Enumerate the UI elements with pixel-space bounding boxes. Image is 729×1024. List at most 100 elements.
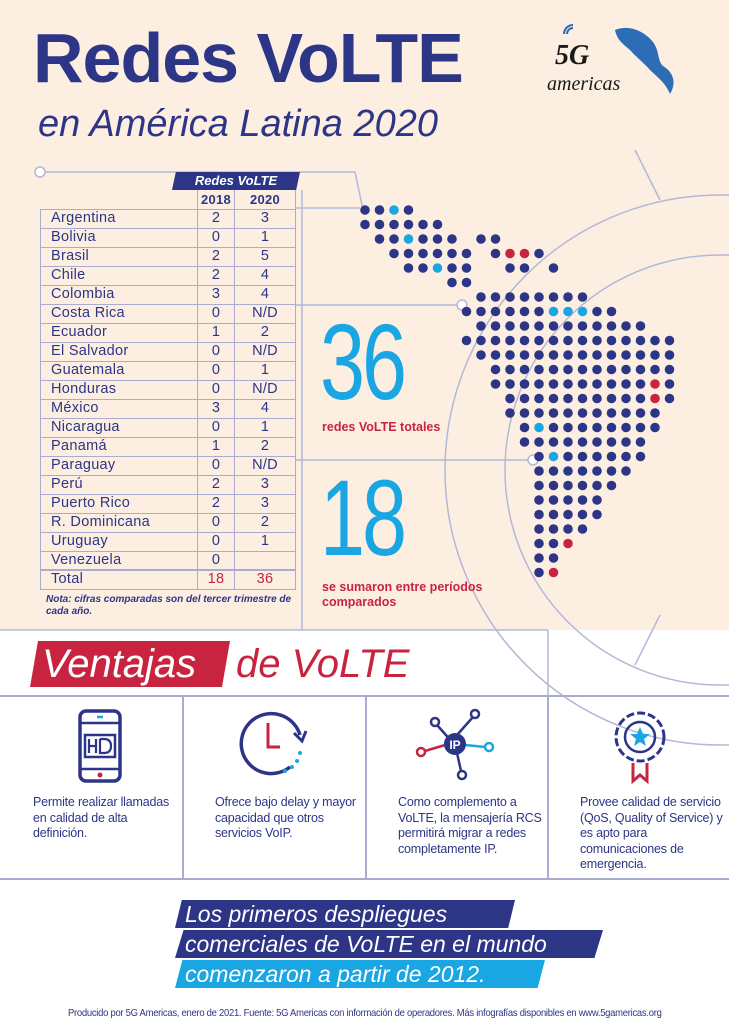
table-row: Chile 2 4 [40, 265, 296, 286]
country-name: Panamá [40, 436, 198, 457]
value-2020: 3 [234, 474, 296, 495]
map-dot [418, 234, 428, 244]
map-dot [403, 205, 414, 215]
map-dot [548, 509, 559, 520]
map-dot [534, 379, 544, 389]
map-dot [577, 393, 588, 404]
table-row: Panamá 1 2 [40, 436, 296, 457]
map-dot [505, 248, 515, 259]
map-dot [606, 480, 617, 491]
table-row: Honduras 0 N/D [40, 379, 296, 400]
map-dot [577, 524, 588, 534]
map-dot [577, 509, 588, 520]
table-row: Guatemala 0 1 [40, 360, 296, 381]
map-dot [534, 422, 544, 433]
table-total-row: Total 18 36 [40, 569, 296, 590]
page-title: Redes VoLTE [33, 19, 464, 97]
map-dot [577, 451, 588, 462]
table-header-row: 2018 2020 [40, 190, 296, 210]
map-dot [548, 538, 559, 549]
country-name: Chile [40, 265, 198, 286]
ip-icon-label: IP [449, 738, 460, 752]
value-2020 [234, 550, 296, 571]
quality-badge-icon [614, 711, 666, 785]
map-dot [548, 379, 559, 389]
benefit-ip: IP Como complemento a VoLTE, la mensajer… [365, 697, 547, 877]
map-dot [519, 393, 530, 404]
map-dot [621, 437, 631, 447]
country-name: El Salvador [40, 341, 198, 362]
value-2018: 3 [197, 284, 235, 305]
map-dot [606, 335, 617, 346]
map-dot [563, 451, 573, 462]
map-dot [650, 379, 660, 389]
map-dot [592, 335, 602, 346]
inner-ring [504, 254, 729, 686]
map-dot [490, 350, 501, 360]
map-dot [519, 335, 530, 346]
value-2020: 2 [234, 322, 296, 343]
map-dot [447, 234, 457, 244]
map-dot [635, 321, 646, 331]
map-dot [548, 321, 559, 331]
table-row: Argentina 2 3 [40, 208, 296, 229]
map-dot [505, 408, 515, 418]
map-dot [650, 335, 660, 346]
map-dot [563, 408, 573, 418]
map-dot [606, 364, 617, 375]
map-dot [519, 350, 530, 360]
map-dot [548, 335, 559, 346]
stat-added-value: 18 [320, 457, 407, 578]
divider [182, 695, 184, 878]
map-dot [592, 451, 602, 462]
map-dot [403, 234, 414, 244]
country-name: Costa Rica [40, 303, 198, 324]
table-row: Costa Rica 0 N/D [40, 303, 296, 324]
map-dot [534, 335, 544, 346]
value-2018: 2 [197, 246, 235, 267]
map-dot [577, 306, 588, 317]
map-dot [389, 205, 399, 215]
clock-icon [239, 711, 308, 776]
ventajas-title-b: de VoLTE [236, 642, 410, 686]
map-dot [534, 553, 544, 563]
map-dot [606, 422, 617, 433]
map-dot [577, 364, 588, 375]
map-dot [360, 205, 370, 215]
table-row: Colombia 3 4 [40, 284, 296, 305]
map-dot [490, 292, 501, 302]
map-dot [534, 524, 544, 534]
map-dot [534, 321, 544, 331]
value-2020: 4 [234, 265, 296, 286]
map-dot [606, 350, 617, 360]
map-dot [577, 480, 588, 491]
map-dot [621, 364, 631, 375]
value-2018: 0 [197, 550, 235, 571]
outer-ring [444, 194, 729, 746]
map-dot [548, 263, 559, 273]
map-dot [563, 437, 573, 447]
map-dot [490, 306, 501, 317]
value-2020: N/D [234, 303, 296, 324]
table-row: Nicaragua 0 1 [40, 417, 296, 438]
value-2018: 2 [197, 474, 235, 495]
value-2018: 0 [197, 341, 235, 362]
map-dot [534, 538, 544, 549]
map-dot [534, 480, 544, 491]
table-row: Bolivia 0 1 [40, 227, 296, 248]
map-dot [592, 466, 602, 476]
total-2018: 18 [197, 569, 235, 590]
country-name: Guatemala [40, 360, 198, 381]
table-row: Brasil 2 5 [40, 246, 296, 267]
map-dot [447, 263, 457, 273]
map-dot [374, 234, 385, 244]
map-dot [374, 219, 385, 230]
map-dot [606, 437, 617, 447]
map-dot [360, 219, 370, 230]
svg-text:americas: americas [547, 73, 621, 95]
table-row: México 3 4 [40, 398, 296, 419]
map-dot [548, 480, 559, 491]
map-dot [548, 364, 559, 375]
map-dot [534, 466, 544, 476]
divider [547, 695, 549, 878]
